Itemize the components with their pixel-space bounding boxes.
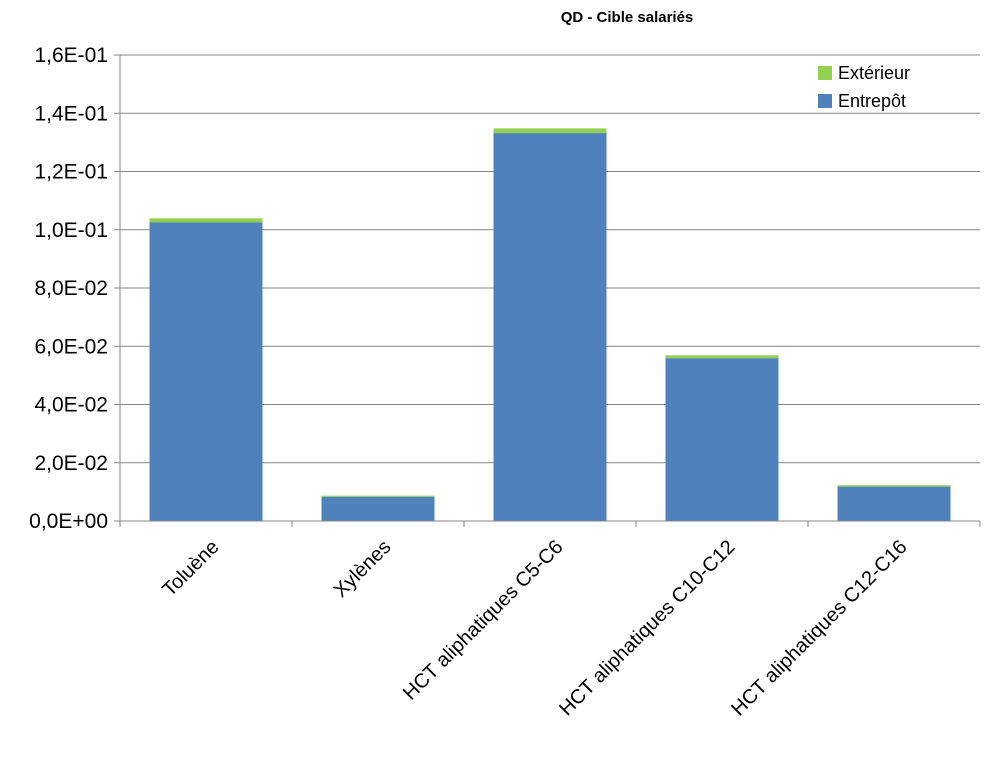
x-tick-label: HCT aliphatiques C10-C12: [555, 536, 739, 720]
y-tick-label: 0,0E+00: [29, 510, 108, 533]
bar-segment: [149, 218, 263, 223]
y-tick-label: 4,0E-02: [34, 394, 108, 417]
bar-segment: [321, 496, 435, 521]
bar-segment: [493, 133, 607, 521]
y-tick-label: 1,2E-01: [34, 161, 108, 184]
legend-label: Entrepôt: [838, 91, 906, 111]
bar-segment: [837, 486, 951, 521]
bar-segment: [665, 358, 779, 521]
y-tick-label: 8,0E-02: [34, 277, 108, 300]
legend-swatch: [818, 66, 832, 80]
legend-label: Extérieur: [838, 63, 910, 83]
bar-segment: [493, 128, 607, 134]
x-tick-label: Xylènes: [330, 536, 396, 602]
bars: [149, 128, 951, 521]
bar-segment: [837, 485, 951, 487]
y-tick-label: 1,0E-01: [34, 219, 108, 242]
y-tick-label: 1,6E-01: [34, 44, 108, 67]
bar-segment: [149, 222, 263, 521]
bar-segment: [665, 355, 779, 359]
axes: [119, 55, 980, 522]
y-tick-label: 1,4E-01: [34, 102, 108, 125]
x-tick-label: HCT aliphatiques C12-C16: [727, 536, 911, 720]
x-tick-label: Toluène: [158, 536, 223, 601]
x-axis-ticks: Toluène Xylènes HCT aliphatiques C5-C6HCT …: [119, 521, 981, 720]
y-tick-label: 2,0E-02: [34, 452, 108, 475]
legend: Extérieur Entrepôt: [818, 63, 910, 111]
x-tick-label: HCT aliphatiques C5-C6: [399, 536, 568, 705]
legend-swatch: [818, 94, 832, 108]
chart-title: QD - Cible salariés: [561, 9, 694, 26]
bar-segment: [321, 495, 435, 497]
y-axis-ticks: 0,0E+00 2,0E-02 4,0E-02 6,0E-02 8,0E-02 1,0E-…: [29, 44, 120, 533]
y-tick-label: 6,0E-02: [34, 335, 108, 358]
